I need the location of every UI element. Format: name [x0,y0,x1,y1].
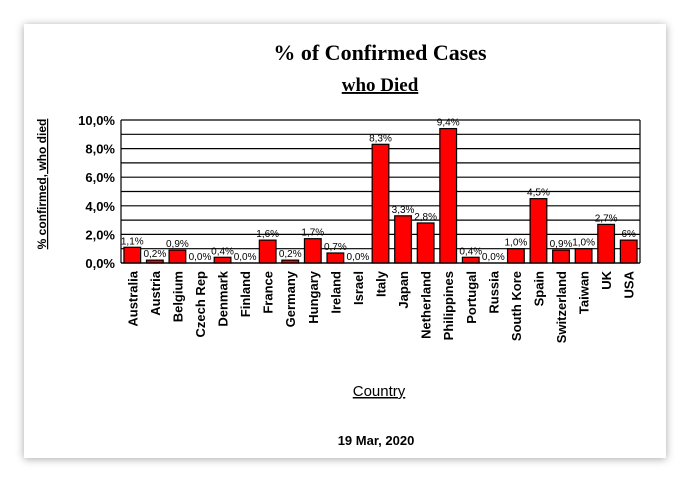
bar-uk [597,223,616,264]
y-tick-label: 6,0% [85,170,115,185]
data-label: 0,0% [234,252,257,263]
x-tick-label: Japan [396,271,411,309]
x-tick-label: Ireland [328,271,343,314]
bar-chart: % of Confirmed Cases who Died % confirme… [35,40,641,448]
x-tick-label: USA [622,270,637,298]
data-label: 6% [621,229,636,240]
data-label: 0,0% [189,252,212,263]
x-tick-label: Denmark [216,270,231,326]
x-tick-label: Netherland [419,271,434,339]
bar-switzerland [552,249,570,264]
y-tick-label: 4,0% [85,199,115,214]
data-label: 0,0% [347,252,370,263]
data-label: 0,7% [324,242,347,253]
bar-usa [619,239,638,264]
y-tick-label: 8,0% [85,142,115,157]
bar-australia [123,246,142,264]
bar-south-kore [506,248,525,264]
data-label: 1,0% [504,238,527,249]
data-label: 1,1% [121,236,144,247]
bar-japan [394,215,413,264]
chart-title: % of Confirmed Cases [273,40,487,65]
bar-ireland [326,252,345,264]
x-tick-label: Portugal [464,271,479,324]
data-label: 0,0% [482,252,505,263]
bar-denmark [213,256,232,264]
data-label: 0,9% [166,239,189,250]
data-label: 0,9% [550,239,573,250]
x-tick-label: Switzerland [554,271,569,343]
x-tick-label: Philippines [441,271,456,340]
data-label: 0,4% [459,246,482,257]
x-tick-label: Israel [351,271,366,305]
y-axis-label: % confirmed, who died [35,119,49,250]
data-label: 2,8% [414,212,437,223]
chart-footer-date: 19 Mar, 2020 [338,433,415,448]
bar-italy [371,143,390,264]
y-tick-label: 10,0% [78,113,115,128]
bar-portugal [461,256,480,264]
x-tick-label: South Kore [509,271,524,341]
x-tick-label: Hungary [306,270,321,324]
data-label: 0,4% [211,246,234,257]
bar-spain [529,198,548,264]
data-label: 3,3% [392,205,415,216]
data-label: 1,7% [301,228,324,239]
data-label: 1,0% [572,238,595,249]
bar-france [258,239,277,264]
x-tick-label: Germany [283,270,298,327]
data-label: 4,5% [527,188,550,199]
bar-hungary [303,238,322,264]
x-tick-label: Russia [486,270,501,313]
x-tick-label: Finland [238,271,253,317]
chart-card: % of Confirmed Cases who Died % confirme… [24,24,666,458]
x-tick-label: France [261,271,276,314]
x-tick-label: Czech Rep [193,271,208,338]
data-label: 9,4% [437,118,460,129]
bar-philippines [439,127,458,264]
data-label: 8,3% [369,133,392,144]
data-label: 0,2% [279,249,302,260]
x-tick-label: Belgium [170,271,185,322]
x-tick-label: Taiwan [577,271,592,314]
x-tick-label: UK [599,270,614,289]
y-tick-label: 0,0% [85,256,115,271]
data-label: 1,6% [256,229,279,240]
bar-taiwan [574,248,593,264]
data-label: 0,2% [143,249,166,260]
x-tick-label: Australia [125,270,140,326]
x-tick-label: Italy [374,270,389,297]
x-axis-label: Country [353,383,406,400]
data-label: 2,7% [595,213,618,224]
y-tick-label: 2,0% [85,227,115,242]
bar-netherland [416,222,435,264]
bar-belgium [168,249,187,264]
x-tick-label: Austria [148,270,163,316]
chart-subtitle: who Died [342,75,419,96]
x-tick-label: Spain [531,271,546,306]
